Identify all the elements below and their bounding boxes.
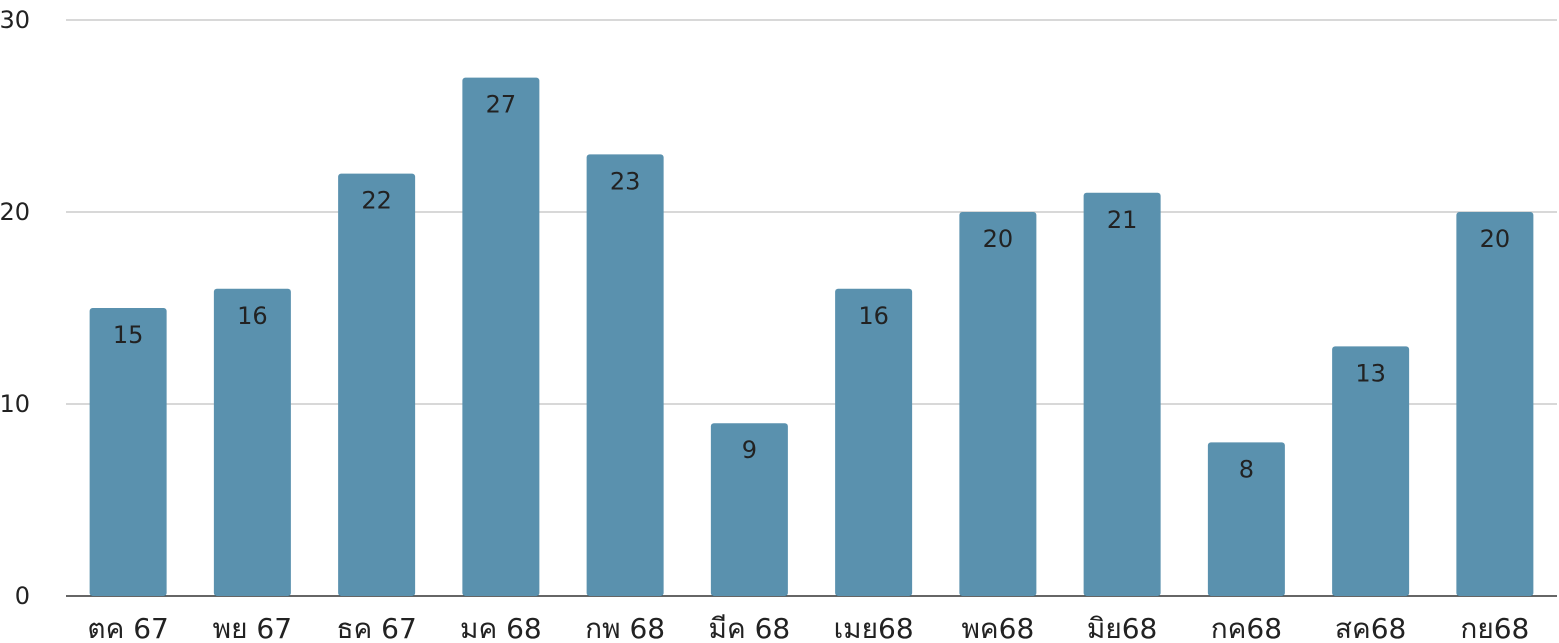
x-axis-ticks: ตค 67 พย 67 ธค 67 มค 68 กพ 68 มีค 68 เมย68 พค68… xyxy=(87,612,1529,643)
y-tick-label: 10 xyxy=(0,390,30,418)
grid-lines xyxy=(66,19,1557,597)
data-label: 23 xyxy=(610,167,641,195)
bars xyxy=(89,77,1534,597)
bar xyxy=(89,308,167,596)
data-label: 9 xyxy=(742,436,757,464)
data-label: 8 xyxy=(1239,455,1254,483)
bar xyxy=(710,423,788,596)
data-label: 15 xyxy=(113,321,144,349)
data-label: 16 xyxy=(237,302,268,330)
y-tick-label: 30 xyxy=(0,6,30,34)
bar xyxy=(1207,442,1285,596)
data-label: 20 xyxy=(983,225,1014,253)
x-tick-label: พย 67 xyxy=(213,612,292,643)
x-tick-label: กย68 xyxy=(1460,612,1529,643)
bar xyxy=(1332,346,1410,596)
y-tick-label: 0 xyxy=(15,582,30,610)
data-label: 16 xyxy=(858,302,889,330)
x-tick-label: มิย68 xyxy=(1087,612,1158,643)
x-tick-label: กค68 xyxy=(1211,612,1282,643)
bar xyxy=(338,173,416,596)
x-tick-label: พค68 xyxy=(961,612,1034,643)
bar xyxy=(213,288,291,596)
data-label: 13 xyxy=(1355,359,1386,387)
x-tick-label: เมย68 xyxy=(834,612,914,643)
y-tick-label: 20 xyxy=(0,198,30,226)
bar xyxy=(1083,192,1161,597)
data-label: 20 xyxy=(1480,225,1511,253)
bar xyxy=(462,77,540,597)
x-tick-label: กพ 68 xyxy=(585,612,665,643)
x-tick-label: ตค 67 xyxy=(87,612,168,643)
x-tick-label: มีค 68 xyxy=(709,612,791,643)
data-label: 21 xyxy=(1107,206,1138,234)
bar xyxy=(1456,212,1534,596)
x-tick-label: ธค 67 xyxy=(336,612,416,643)
y-axis-ticks: 0 10 20 30 xyxy=(0,6,30,610)
data-label: 22 xyxy=(361,187,392,215)
data-label: 27 xyxy=(486,91,517,119)
x-tick-label: มค 68 xyxy=(460,612,542,643)
x-tick-label: สค68 xyxy=(1335,612,1406,643)
bar xyxy=(586,154,664,596)
bar xyxy=(959,212,1037,596)
data-labels: 15 16 22 27 23 9 16 20 21 8 13 20 xyxy=(113,91,1510,484)
bar xyxy=(835,288,913,596)
